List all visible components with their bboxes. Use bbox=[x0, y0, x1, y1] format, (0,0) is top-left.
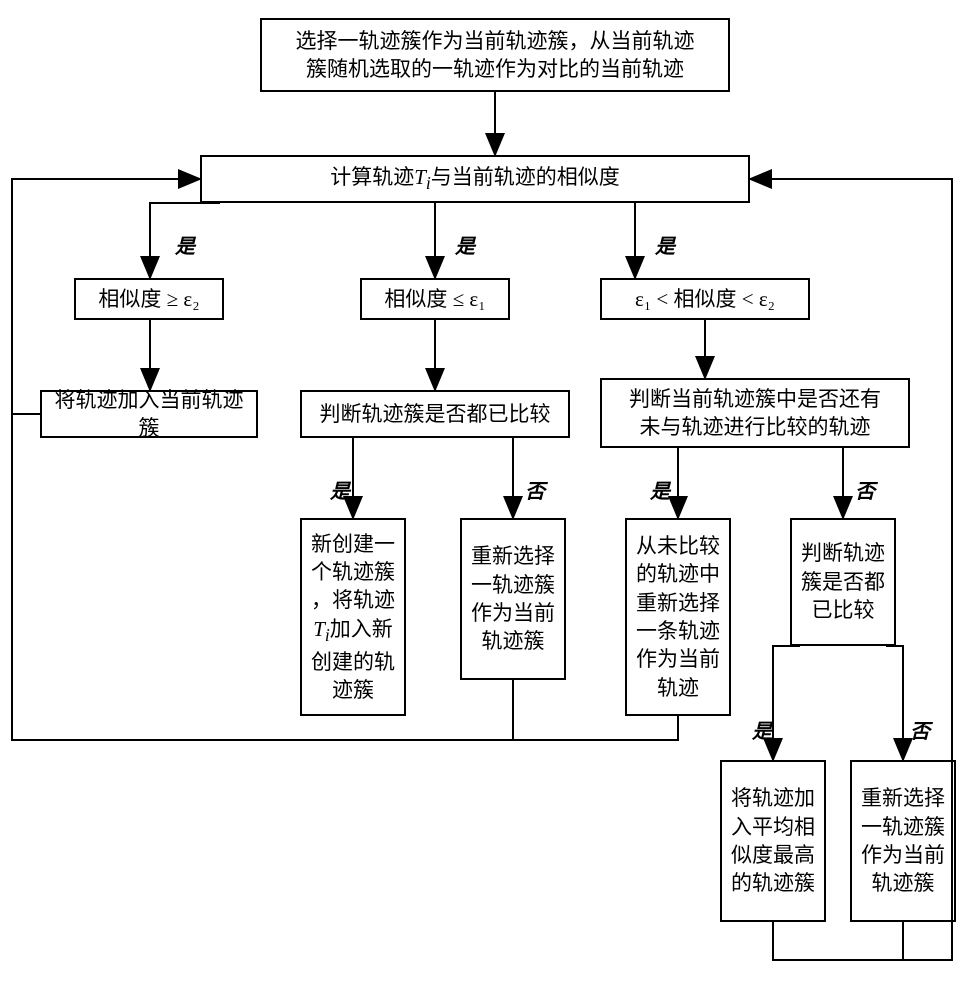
node-cond-between: ε₁ < 相似度 < ε₂ bbox=[600, 278, 810, 320]
node-cond-le-e1: 相似度 ≤ ε₁ bbox=[360, 278, 510, 320]
edge-label-no: 否 bbox=[525, 475, 545, 504]
node-text: 判断当前轨迹簇中是否还有未与轨迹进行比较的轨迹 bbox=[629, 385, 881, 442]
node-text: 相似度 ≤ ε₁ bbox=[384, 285, 485, 313]
node-check-all-compared: 判断轨迹簇是否都已比较 bbox=[300, 390, 570, 438]
edge-label-yes: 是 bbox=[175, 230, 195, 259]
edge-e18 bbox=[773, 922, 903, 960]
edge-label-yes: 是 bbox=[650, 475, 670, 504]
node-create-new-cluster: 新创建一个轨迹簇，将轨迹Ti加入新创建的轨迹簇 bbox=[300, 518, 406, 716]
edge-label-yes: 是 bbox=[455, 230, 475, 259]
node-text: 重新选择一轨迹簇作为当前轨迹簇 bbox=[861, 784, 945, 897]
node-calc-similarity: 计算轨迹Ti与当前轨迹的相似度 bbox=[200, 155, 750, 203]
node-reselect-track: 从未比较的轨迹中重新选择一条轨迹作为当前轨迹 bbox=[625, 518, 731, 716]
edge-label-yes: 是 bbox=[655, 230, 675, 259]
edge-e13 bbox=[886, 646, 903, 760]
edge-label-yes: 是 bbox=[752, 715, 772, 744]
edge-e16 bbox=[513, 716, 678, 740]
node-start: 选择一轨迹簇作为当前轨迹簇，从当前轨迹簇随机选取的一轨迹作为对比的当前轨迹 bbox=[260, 18, 730, 92]
node-cond-ge-e2: 相似度 ≥ ε₂ bbox=[74, 278, 224, 320]
node-text: 判断轨迹簇是否都已比较 bbox=[320, 400, 551, 428]
node-text: 新创建一个轨迹簇，将轨迹Ti加入新创建的轨迹簇 bbox=[311, 530, 395, 705]
node-check-remaining: 判断当前轨迹簇中是否还有未与轨迹进行比较的轨迹 bbox=[600, 378, 910, 448]
edge-e12 bbox=[773, 646, 800, 760]
edge-label-no: 否 bbox=[910, 715, 930, 744]
node-text: 计算轨迹Ti与当前轨迹的相似度 bbox=[330, 163, 620, 196]
node-text: ε₁ < 相似度 < ε₂ bbox=[635, 285, 775, 313]
edge-e15 bbox=[12, 179, 513, 740]
node-text: 判断轨迹簇是否都已比较 bbox=[801, 539, 885, 624]
node-add-current: 将轨迹加入当前轨迹簇 bbox=[40, 390, 258, 438]
node-reselect-cluster-2: 重新选择一轨迹簇作为当前轨迹簇 bbox=[850, 760, 956, 922]
edge-label-no: 否 bbox=[855, 475, 875, 504]
edge-label-yes: 是 bbox=[330, 475, 350, 504]
node-reselect-cluster-1: 重新选择一轨迹簇作为当前轨迹簇 bbox=[460, 518, 566, 680]
node-text: 将轨迹加入当前轨迹簇 bbox=[50, 386, 248, 443]
node-text: 重新选择一轨迹簇作为当前轨迹簇 bbox=[471, 542, 555, 655]
node-add-highest-avg: 将轨迹加入平均相似度最高的轨迹簇 bbox=[720, 760, 826, 922]
node-text: 相似度 ≥ ε₂ bbox=[98, 285, 199, 313]
node-check-all-compared-2: 判断轨迹簇是否都已比较 bbox=[790, 518, 896, 646]
node-text: 从未比较的轨迹中重新选择一条轨迹作为当前轨迹 bbox=[636, 532, 720, 702]
node-text: 将轨迹加入平均相似度最高的轨迹簇 bbox=[731, 784, 815, 897]
node-text: 选择一轨迹簇作为当前轨迹簇，从当前轨迹簇随机选取的一轨迹作为对比的当前轨迹 bbox=[296, 27, 695, 84]
